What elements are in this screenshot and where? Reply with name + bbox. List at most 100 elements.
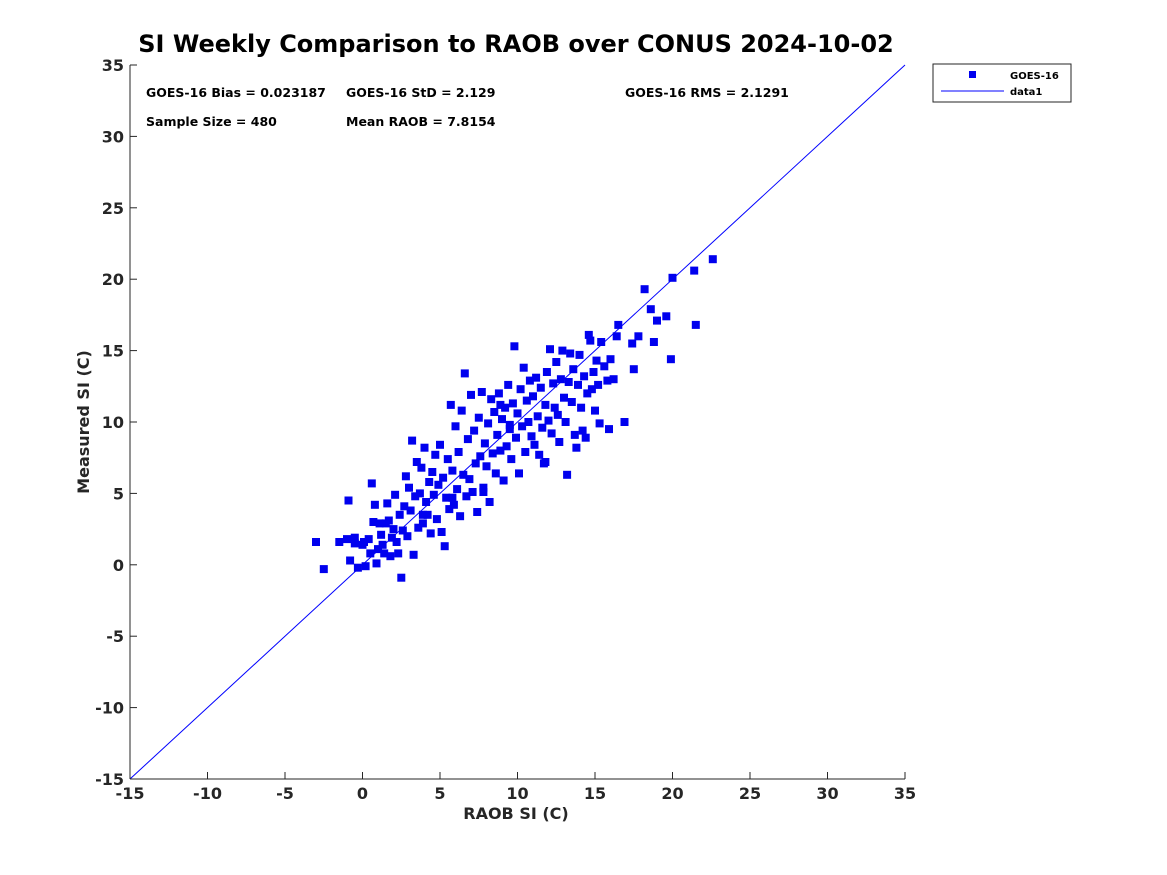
scatter-point-5 [346,556,355,565]
scatter-point-166 [606,355,615,364]
scatter-point-53 [428,468,437,476]
scatter-point-17 [372,559,381,568]
scatter-point-105 [508,399,517,408]
scatter-point-20 [377,530,386,539]
scatter-point-172 [629,365,638,374]
scatter-point-24 [383,499,392,508]
y-tick-label-0: -15 [95,770,124,789]
scatter-point-27 [387,533,396,542]
scatter-point-76 [463,435,472,444]
scatter-point-121 [533,412,542,421]
scatter-point-137 [558,346,567,355]
scatter-point-47 [418,519,427,528]
x-axis-label: RAOB SI (C) [463,804,568,823]
scatter-point-155 [586,336,595,345]
scatter-point-13 [366,549,375,558]
scatter-point-111 [518,422,527,431]
scatter-point-135 [555,438,564,446]
scatter-point-73 [459,470,468,479]
scatter-point-45 [415,489,424,498]
scatter-point-77 [465,475,474,484]
y-tick-label-9: 30 [102,127,124,146]
scatter-point-157 [589,368,598,376]
scatter-point-65 [446,400,455,409]
scatter-point-87 [480,439,489,448]
scatter-point-138 [560,393,568,402]
scatter-point-103 [505,425,514,434]
scatter-point-132 [550,403,559,412]
scatter-point-61 [440,542,449,551]
x-tick-label-0: -15 [116,784,145,803]
scatter-point-130 [547,429,556,438]
scatter-point-38 [405,483,413,492]
scatter-point-93 [490,408,499,416]
scatter-point-183 [708,255,717,264]
scatter-point-186 [448,493,457,502]
scatter-point-107 [512,433,520,442]
scatter-point-36 [401,472,410,481]
scatter-point-39 [406,506,415,515]
scatter-point-153 [583,389,592,398]
scatter-point-187 [418,510,427,519]
scatter-point-102 [504,380,513,389]
scatter-point-177 [653,316,661,325]
scatter-point-174 [640,285,649,294]
scatter-point-159 [592,356,601,365]
scatter-point-164 [603,376,612,385]
scatter-point-96 [494,389,503,398]
scatter-point-170 [620,418,629,426]
scatter-point-50 [423,510,432,519]
scatter-point-178 [662,312,671,321]
plot-area: -15 -10 -5 0 5 10 15 20 25 30 35 -15 -10 -5 0 5 10 15 20 2… [95,56,916,803]
scatter-point-3 [343,535,351,544]
scatter-point-139 [561,418,570,426]
scatter-point-52 [426,529,435,538]
scatter-point-165 [605,425,613,434]
scatter-point-4 [344,496,353,505]
scatter-point-7 [350,533,359,542]
scatter-point-116 [525,376,534,385]
scatter-point-55 [431,450,440,459]
scatter-point-98 [498,415,506,424]
scatter-point-133 [552,358,561,366]
legend-label-data1: data1 [1010,87,1042,98]
scatter-point-88 [482,462,491,471]
scatter-point-51 [425,478,434,486]
scatter-point-41 [409,550,418,559]
scatter-point-33 [397,573,406,582]
scatter-point-21 [378,540,387,549]
scatter-point-90 [485,498,494,506]
scatter-point-100 [501,403,510,412]
scatter-point-67 [449,500,458,509]
x-tick-label-4: 5 [434,784,445,803]
scatter-point-140 [563,470,572,479]
y-tick-label-10: 35 [102,56,124,75]
scatter-point-14 [367,479,376,488]
scatter-point-91 [487,395,496,404]
x-tick-label-5: 10 [506,784,528,803]
y-tick-label-7: 20 [102,270,124,289]
scatter-point-122 [535,450,544,459]
scatter-point-185 [479,488,488,496]
scatter-point-18 [374,545,382,554]
scatter-point-143 [567,398,576,406]
scatter-point-71 [456,512,465,521]
legend-label-goes16: GOES-16 [1010,71,1059,82]
scatter-point-0 [312,538,320,546]
scatter-point-161 [595,419,604,428]
scatter-point-134 [553,410,562,419]
scatter-point-151 [580,372,589,381]
scatter-point-74 [460,369,469,378]
y-tick-label-4: 5 [113,484,124,503]
legend: GOES-16 data1 [932,63,1072,103]
scatter-point-120 [532,373,541,382]
scatter-point-129 [546,345,554,354]
scatter-point-80 [470,426,479,435]
scatter-point-57 [434,480,443,489]
scatter-point-173 [634,332,643,341]
x-tick-label-2: -5 [276,784,294,803]
scatter-point-83 [474,413,483,422]
scatter-point-110 [516,385,525,394]
x-tick-label-7: 20 [661,784,683,803]
